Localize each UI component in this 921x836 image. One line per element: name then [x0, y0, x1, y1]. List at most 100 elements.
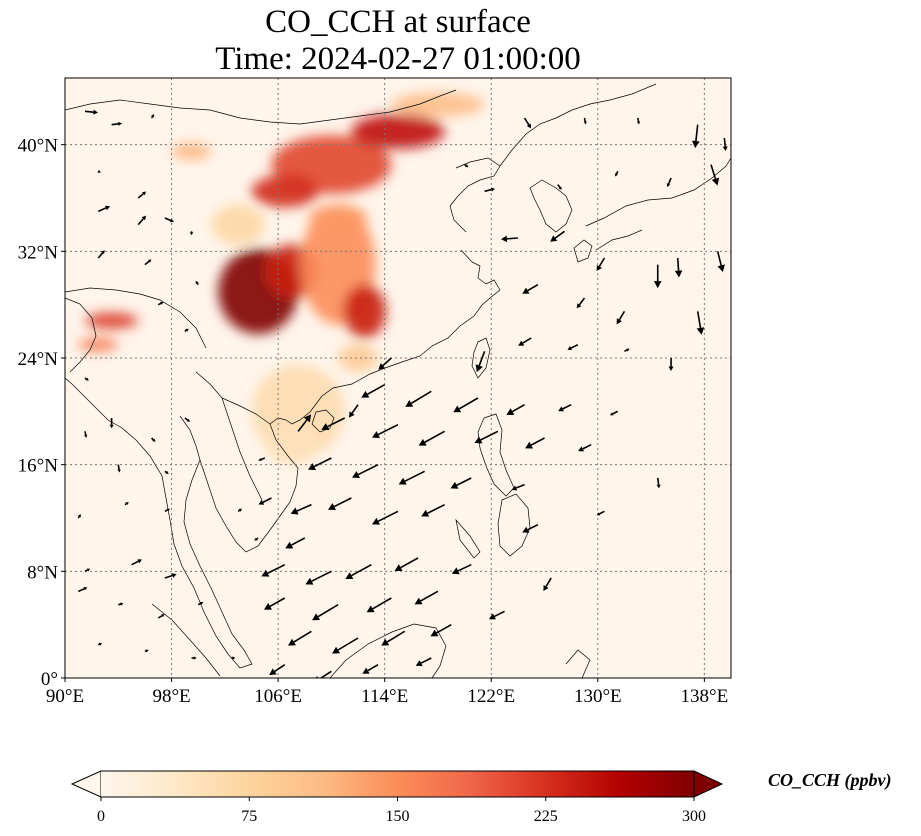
- wind-arrow-106: [297, 414, 312, 432]
- wind-arrow-29: [157, 614, 165, 619]
- wind-arrow-99: [557, 184, 562, 190]
- wind-arrow-71: [525, 437, 545, 449]
- lon-tick-label-0: 90°E: [46, 686, 84, 707]
- wind-arrow-35: [237, 508, 243, 512]
- wind-arrow-100: [464, 164, 469, 168]
- malay-peninsula: [169, 459, 253, 669]
- wind-arrow-46: [414, 590, 439, 605]
- korea-peninsula: [529, 179, 573, 233]
- wind-arrow-64: [398, 470, 425, 485]
- bohai-coast: [449, 157, 501, 233]
- colorbar-label: CO_CCH (ppbv): [768, 770, 892, 790]
- map-background: [65, 78, 731, 678]
- wind-arrow-90: [674, 257, 683, 278]
- wind-arrow-102: [583, 117, 587, 125]
- colorbar-tick-label-0: 0: [97, 808, 105, 825]
- lat-tick-label-4: 32°N: [18, 242, 59, 263]
- wind-arrow-42: [451, 563, 472, 575]
- lon-tick-label-1: 98°E: [152, 686, 190, 707]
- map-frame: [64, 77, 732, 679]
- wind-arrow-50: [430, 623, 452, 637]
- wind-arrow-58: [327, 497, 352, 511]
- lon-tick-label-4: 122°E: [467, 686, 515, 707]
- latitude-ticks: 0° 8°N 16°N 24°N 32°N 40°N: [18, 136, 65, 690]
- wind-arrow-88: [596, 257, 606, 271]
- wind-arrow-77: [558, 403, 572, 412]
- colorbar-tick-label-1: 75: [241, 808, 257, 825]
- japan-islands: [573, 157, 731, 263]
- wind-arrow-16: [84, 431, 88, 438]
- china-coastline: [285, 249, 501, 425]
- wind-arrow-18: [184, 417, 191, 422]
- wind-arrow-28: [118, 602, 124, 606]
- lon-tick-label-2: 106°E: [254, 686, 302, 707]
- wind-arrow-94: [692, 124, 700, 149]
- wind-arrow-10: [189, 231, 194, 236]
- wind-arrow-105: [378, 357, 392, 370]
- wind-arrow-87: [550, 230, 565, 242]
- co-plume-6: [251, 175, 319, 208]
- wind-arrow-60: [421, 503, 445, 517]
- wind-arrow-95: [710, 164, 720, 186]
- wind-arrow-23: [164, 508, 171, 513]
- wind-arrow-17: [151, 437, 156, 442]
- wind-vectors: [77, 109, 728, 678]
- palawan-island: [455, 518, 481, 559]
- northeast-border: [499, 83, 657, 167]
- wind-arrow-41: [394, 557, 419, 571]
- wind-arrow-49: [381, 630, 406, 646]
- wind-arrow-9: [144, 259, 152, 266]
- himalaya-border: [65, 287, 207, 349]
- sumatra-coast: [151, 603, 221, 677]
- wind-arrow-84: [576, 297, 586, 309]
- wind-arrow-76: [506, 403, 525, 416]
- wind-arrow-33: [191, 656, 197, 660]
- wind-arrow-0: [84, 109, 98, 115]
- wind-arrow-108: [258, 457, 266, 462]
- bay-of-bengal: [65, 297, 97, 373]
- wind-arrow-91: [696, 311, 705, 335]
- sulawesi-coast: [565, 649, 591, 678]
- wind-arrow-66: [511, 483, 525, 491]
- wind-arrow-4: [137, 191, 147, 199]
- wind-arrow-83: [522, 283, 539, 294]
- co-plume-14: [211, 204, 265, 245]
- wind-arrow-30: [197, 601, 204, 606]
- wind-arrow-74: [405, 390, 432, 407]
- wind-arrow-47: [288, 630, 312, 646]
- wind-arrow-62: [308, 457, 332, 471]
- wind-arrow-81: [567, 343, 579, 351]
- colorbar-ticks: 0 75 150 225 300: [97, 797, 706, 825]
- map-title-line2: Time: 2024-02-27 01:00:00: [215, 41, 581, 77]
- wind-arrow-14: [84, 377, 89, 381]
- wind-arrow-63: [352, 463, 379, 478]
- gulf-coastline: [179, 415, 299, 553]
- wind-arrow-97: [666, 177, 672, 188]
- wind-arrow-25: [131, 559, 142, 566]
- indochina-border: [195, 371, 271, 501]
- wind-arrow-86: [500, 235, 518, 243]
- wind-arrow-6: [137, 215, 147, 226]
- colorbar-tick-label-3: 225: [534, 808, 558, 825]
- wind-arrow-70: [474, 430, 499, 444]
- wind-arrow-110: [543, 577, 552, 591]
- wind-arrow-82: [624, 348, 630, 353]
- wind-arrow-104: [484, 187, 495, 193]
- wind-arrow-48: [332, 637, 359, 654]
- colorbar-min-extension: [70, 770, 102, 798]
- colorbar-tick-label-4: 300: [682, 808, 706, 825]
- wind-arrow-68: [372, 423, 399, 438]
- wind-arrow-11: [195, 280, 199, 286]
- wind-arrow-89: [653, 264, 662, 289]
- wind-arrow-31: [98, 642, 103, 646]
- wind-arrow-101: [523, 117, 532, 129]
- colorbar-gradient: [101, 771, 694, 797]
- longitude-ticks: 90°E 98°E 106°E 114°E 122°E 130°E 138°E: [46, 678, 728, 707]
- wind-arrow-92: [668, 358, 674, 371]
- wind-arrow-43: [263, 597, 286, 610]
- colorbar-tick-label-2: 150: [386, 808, 410, 825]
- co-plume-11: [84, 312, 139, 329]
- wind-arrow-61: [522, 523, 539, 533]
- wind-arrow-55: [415, 657, 432, 667]
- co-plume-5: [351, 113, 445, 149]
